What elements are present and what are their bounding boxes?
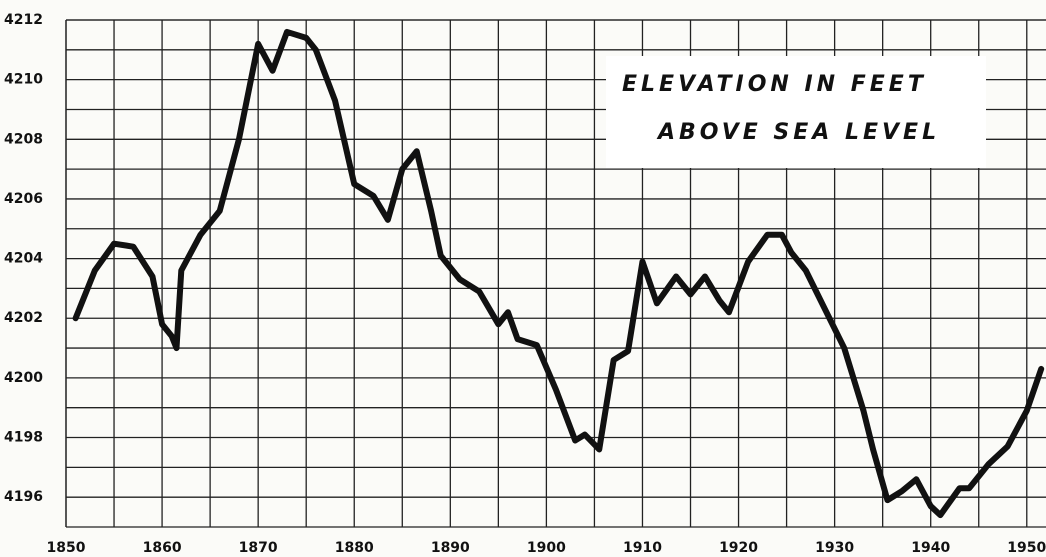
x-tick-label: 1880 (335, 540, 374, 556)
x-tick-label: 1870 (239, 540, 278, 556)
data-line (72, 28, 1045, 519)
y-tick-label: 4208 (4, 131, 43, 147)
y-tick-label: 4200 (4, 370, 43, 386)
y-tick-label: 4198 (4, 430, 43, 446)
x-tick-label: 1940 (911, 540, 950, 556)
x-tick-label: 1890 (431, 540, 470, 556)
y-tick-label: 4206 (4, 191, 43, 207)
y-tick-label: 4210 (4, 72, 43, 88)
y-tick-label: 4196 (4, 489, 43, 505)
x-tick-label: 1860 (143, 540, 182, 556)
x-tick-label: 1920 (719, 540, 758, 556)
x-tick-label: 1910 (623, 540, 662, 556)
x-tick-label: 1850 (47, 540, 86, 556)
x-tick-label: 1950 (1007, 540, 1046, 556)
annotation: ELEVATION IN FEET (622, 72, 927, 97)
annotation-box (606, 56, 986, 168)
x-tick-label: 1900 (527, 540, 566, 556)
y-tick-label: 4204 (4, 251, 43, 267)
y-tick-label: 4212 (4, 12, 43, 28)
x-tick-label: 1930 (815, 540, 854, 556)
annotation: ABOVE SEA LEVEL (656, 120, 940, 145)
y-tick-label: 4202 (4, 310, 43, 326)
